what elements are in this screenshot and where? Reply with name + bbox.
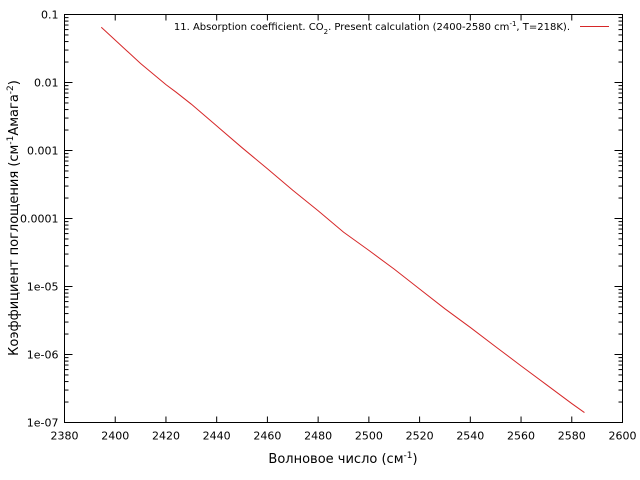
y-axis-label: Коэффициент поглощения (см-1Амага-2) <box>6 80 22 356</box>
legend: 11. Absorption coefficient. CO2. Present… <box>174 20 609 36</box>
y-tick-label: 1e-07 <box>27 417 59 430</box>
x-tick-label: 2540 <box>456 430 484 443</box>
legend-label: 11. Absorption coefficient. CO2. Present… <box>174 20 570 36</box>
y-tick-label: 0.001 <box>27 145 59 158</box>
x-tick-label: 2580 <box>558 430 586 443</box>
x-tick-label: 2440 <box>203 430 231 443</box>
y-tick-label: 0.1 <box>41 9 59 22</box>
x-tick-label: 2600 <box>609 430 637 443</box>
x-tick-label: 2400 <box>101 430 129 443</box>
x-tick-label: 2500 <box>355 430 383 443</box>
x-axis: 2380 2400 2420 2440 2460 2480 2500 2520 2540 2560… <box>51 14 637 443</box>
plot-frame <box>64 14 623 423</box>
y-tick-label: 0.0001 <box>20 213 59 226</box>
y-tick-label: 0.01 <box>34 77 59 90</box>
x-axis-label: Волновое число (см-1) <box>268 451 417 467</box>
x-tick-label: 2380 <box>51 430 79 443</box>
x-tick-label: 2520 <box>406 430 434 443</box>
x-tick-label: 2560 <box>507 430 535 443</box>
series-line <box>100 26 585 413</box>
series-layer <box>100 26 585 413</box>
x-tick-label: 2480 <box>304 430 332 443</box>
y-tick-label: 1e-05 <box>27 281 59 294</box>
x-tick-label: 2420 <box>152 430 180 443</box>
y-axis: 1e-07 1e-06 1e-05 0.0001 0.001 0.01 0.1 <box>20 9 623 430</box>
x-tick-label: 2460 <box>253 430 281 443</box>
y-tick-label: 1e-06 <box>27 349 59 362</box>
